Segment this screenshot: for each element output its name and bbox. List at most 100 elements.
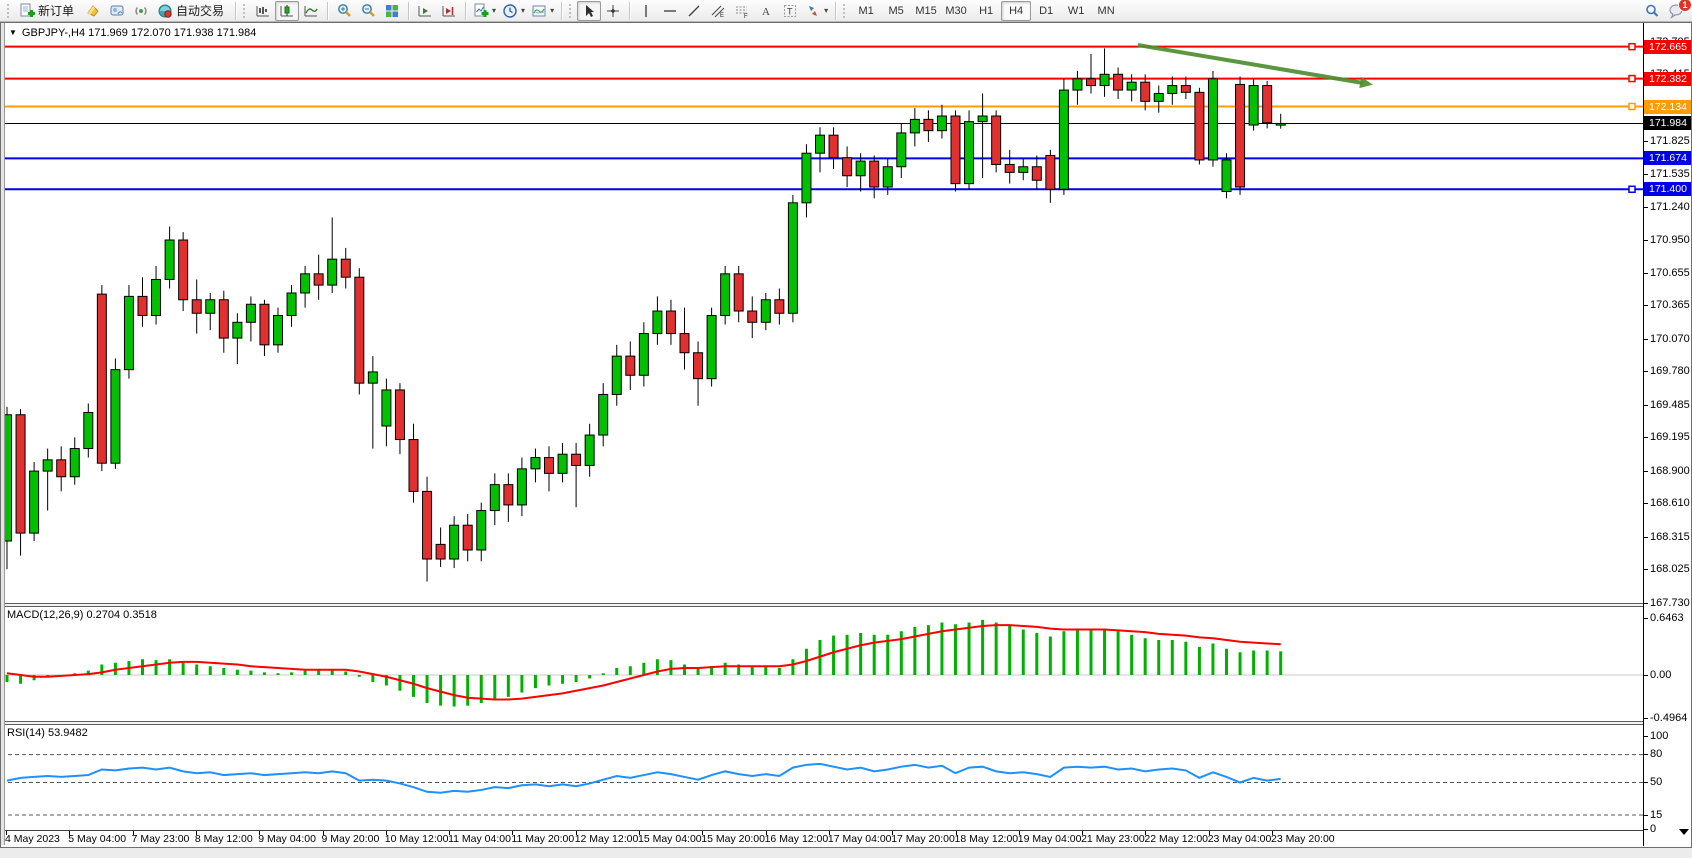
macd-histogram-bar xyxy=(303,670,307,675)
candle-up xyxy=(720,273,731,317)
timeframe-group: M1 M5 M15 M30 H1 H4 D1 W1 MN xyxy=(851,0,1121,21)
time-label: 9 May 20:00 xyxy=(321,833,380,845)
arrows-button[interactable]: ▾ xyxy=(802,1,831,21)
price-tick-170.950: 170.950 xyxy=(1644,234,1690,247)
text-button[interactable]: A xyxy=(754,1,778,21)
macd-histogram-bar xyxy=(357,675,361,677)
rsi-indicator-panel[interactable] xyxy=(1,725,1643,830)
autotrading-button[interactable]: 自动交易 xyxy=(153,1,231,21)
crosshair-button[interactable] xyxy=(601,1,625,21)
macd-histogram-bar xyxy=(1170,640,1174,675)
timeframe-button-D1[interactable]: D1 xyxy=(1039,4,1054,17)
macd-histogram-bar xyxy=(1157,640,1161,675)
price-tick-171.825: 171.825 xyxy=(1644,135,1690,148)
equidistant-channel-button[interactable]: E xyxy=(706,1,730,21)
candle-down xyxy=(679,333,690,354)
panel-splitter[interactable] xyxy=(1,603,1643,607)
candle-down xyxy=(665,310,676,335)
timeframe-button-M5[interactable]: M5 xyxy=(888,4,904,17)
indicators-caret-icon: ▾ xyxy=(492,5,497,15)
bar-chart-button[interactable] xyxy=(251,1,275,21)
chart-title[interactable]: ▼ GBPJPY-,H4 171.969 172.070 171.938 171.… xyxy=(9,27,256,39)
fibonacci-button[interactable]: F xyxy=(730,1,754,21)
trend-arrow-head[interactable] xyxy=(1359,76,1373,89)
toolbar-grip[interactable] xyxy=(7,3,12,18)
candle-up xyxy=(882,166,893,188)
tile-windows-icon xyxy=(384,3,400,19)
terminal-icon xyxy=(109,3,125,19)
macd-histogram-bar xyxy=(981,619,985,675)
timeframe-button-M30[interactable]: M30 xyxy=(945,4,967,17)
time-label: 5 May 04:00 xyxy=(68,833,127,845)
price-axis[interactable]: 172.705172.415172.120171.825171.535171.2… xyxy=(1644,23,1691,845)
price-tick-168.315: 168.315 xyxy=(1644,531,1690,544)
vertical-line-button[interactable] xyxy=(634,1,658,21)
macd-histogram-bar xyxy=(967,622,971,675)
window-left-edge[interactable] xyxy=(1,23,5,845)
level-handle-171.400[interactable] xyxy=(1628,185,1636,194)
search-button[interactable] xyxy=(1640,1,1664,21)
macd-histogram-bar xyxy=(181,661,185,675)
zoom-out-button[interactable] xyxy=(356,1,380,21)
candle-down xyxy=(1045,154,1056,190)
macd-histogram-bar xyxy=(1279,651,1283,675)
main-price-chart[interactable] xyxy=(1,23,1643,603)
macd-histogram-bar xyxy=(723,662,727,675)
time-axis[interactable]: 4 May 2023 5 May 04:00 7 May 23:00 8 May 12… xyxy=(1,830,1643,847)
macd-histogram-bar xyxy=(737,664,741,675)
level-handle-172.665[interactable] xyxy=(1628,42,1636,51)
line-chart-button[interactable] xyxy=(299,1,323,21)
toolbar-grip[interactable] xyxy=(243,3,248,18)
macd-histogram-bar xyxy=(5,675,9,682)
trend-arrow-line[interactable] xyxy=(1137,43,1364,85)
macd-histogram-bar xyxy=(574,675,578,682)
time-label: 15 May 04:00 xyxy=(638,833,702,845)
timeframe-button-H1[interactable]: H1 xyxy=(979,4,994,17)
auto-scroll-button[interactable] xyxy=(413,1,437,21)
terminal-button[interactable] xyxy=(105,1,129,21)
macd-histogram-bar xyxy=(845,634,849,675)
level-handle-172.134[interactable] xyxy=(1628,102,1636,111)
macd-histogram-bar xyxy=(371,675,375,682)
candlestick-chart-button[interactable] xyxy=(275,0,300,21)
tile-windows-button[interactable] xyxy=(380,1,404,21)
time-tick xyxy=(1018,831,1020,835)
cursor-icon xyxy=(581,3,597,19)
horizontal-line-button[interactable] xyxy=(658,1,682,21)
zoom-in-button[interactable] xyxy=(332,1,356,21)
toolbar-grip[interactable] xyxy=(569,3,574,18)
timeframe-button-W1[interactable]: W1 xyxy=(1067,4,1085,17)
axis-corner-icon xyxy=(1679,829,1689,835)
notifications-button[interactable]: 1 xyxy=(1664,0,1692,21)
indicators-button[interactable]: ▾ xyxy=(470,1,499,21)
macd-histogram-bar xyxy=(655,659,659,675)
templates-button[interactable]: ▾ xyxy=(528,1,557,21)
macd-indicator-panel[interactable] xyxy=(1,607,1643,721)
timeframe-button-M1[interactable]: M1 xyxy=(858,4,874,17)
signals-button[interactable] xyxy=(129,1,153,21)
trendline-button[interactable] xyxy=(682,1,706,21)
toolbar-grip[interactable] xyxy=(843,3,848,18)
periods-button[interactable]: ▾ xyxy=(499,1,528,21)
panel-splitter[interactable] xyxy=(1,721,1643,725)
timeframe-button-MN[interactable]: MN xyxy=(1097,4,1115,17)
candle-up xyxy=(449,524,460,560)
macd-histogram-bar xyxy=(683,664,686,675)
community-button[interactable] xyxy=(81,1,105,21)
timeframe-button-M15[interactable]: M15 xyxy=(915,4,937,17)
macd-histogram-bar xyxy=(750,666,754,675)
candle-up xyxy=(598,393,609,436)
macd-histogram-bar xyxy=(1035,633,1039,675)
timeframe-button-H4[interactable]: H4 xyxy=(1001,0,1032,21)
time-tick xyxy=(1272,831,1273,835)
candle-up xyxy=(327,258,338,286)
candle-up xyxy=(787,202,798,314)
text-label-button[interactable]: T xyxy=(778,1,802,21)
quick-trade-collapse-icon[interactable]: ▼ xyxy=(9,28,17,37)
cursor-button[interactable] xyxy=(577,0,602,21)
new-order-button[interactable]: 新订单 xyxy=(15,1,81,21)
chart-shift-button[interactable] xyxy=(437,1,461,21)
chart-window: ▼ GBPJPY-,H4 171.969 172.070 171.938 171.… xyxy=(0,22,1692,848)
candle-down xyxy=(422,490,433,560)
level-handle-172.382[interactable] xyxy=(1628,74,1636,83)
